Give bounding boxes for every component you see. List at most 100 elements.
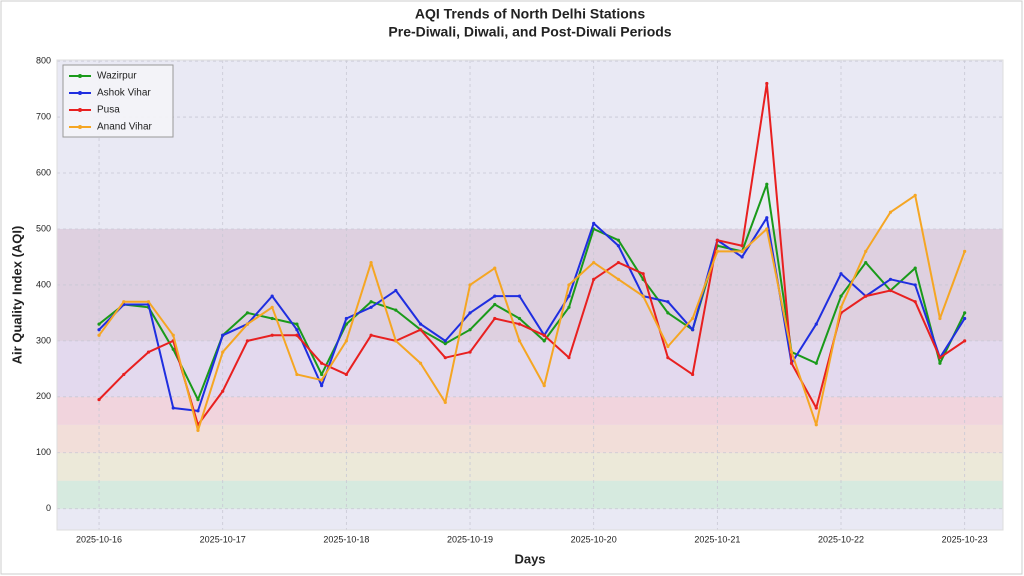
data-point xyxy=(641,272,645,276)
x-tick-label: 2025-10-16 xyxy=(76,534,122,544)
data-point xyxy=(245,339,250,343)
y-tick-label: 200 xyxy=(36,391,51,401)
data-point xyxy=(616,277,621,281)
y-axis-label: Air Quality Index (AQI) xyxy=(9,226,24,365)
data-point xyxy=(740,244,744,248)
data-point xyxy=(221,350,225,354)
data-point xyxy=(517,294,522,298)
data-point xyxy=(344,372,348,377)
data-point xyxy=(295,372,299,377)
data-point xyxy=(567,356,571,360)
data-point xyxy=(493,294,497,298)
data-point xyxy=(814,361,818,365)
legend-marker xyxy=(78,91,82,95)
aqi-band xyxy=(57,480,1003,509)
data-point xyxy=(592,221,596,225)
data-point xyxy=(864,249,868,253)
data-point xyxy=(394,339,398,343)
aqi-band xyxy=(57,452,1003,481)
data-point xyxy=(789,350,794,354)
x-tick-label: 2025-10-17 xyxy=(200,534,246,544)
data-point xyxy=(245,322,250,326)
data-point xyxy=(196,398,200,402)
y-tick-label: 500 xyxy=(36,223,51,233)
data-point xyxy=(864,294,868,298)
data-point xyxy=(418,322,423,326)
data-point xyxy=(443,342,447,346)
plot-border xyxy=(56,59,1004,531)
data-point xyxy=(517,316,522,321)
data-point xyxy=(888,288,893,293)
aqi-band xyxy=(57,340,1003,397)
data-point xyxy=(295,333,299,337)
data-point xyxy=(369,333,373,337)
data-point xyxy=(691,316,695,321)
data-point xyxy=(938,356,942,360)
data-point xyxy=(715,238,719,242)
data-point xyxy=(270,333,274,337)
data-point xyxy=(913,283,917,287)
data-point xyxy=(320,384,324,388)
data-point xyxy=(171,347,175,351)
data-point xyxy=(938,316,942,321)
data-point xyxy=(839,305,843,309)
data-point xyxy=(913,300,917,304)
data-point xyxy=(864,260,868,265)
y-tick-label: 300 xyxy=(36,335,51,345)
legend-label: Pusa xyxy=(97,105,120,116)
data-point xyxy=(196,428,200,433)
data-point xyxy=(715,249,719,253)
data-point xyxy=(270,305,274,309)
data-point xyxy=(394,288,398,293)
data-point xyxy=(938,361,942,365)
data-point xyxy=(394,308,398,312)
data-point xyxy=(171,406,175,410)
data-point xyxy=(468,283,472,287)
data-point xyxy=(789,361,794,365)
data-point xyxy=(765,182,769,186)
x-tick-label: 2025-10-19 xyxy=(447,534,493,544)
data-point xyxy=(221,389,225,393)
legend-label: Anand Vihar xyxy=(97,122,153,133)
data-point xyxy=(97,322,101,326)
data-point xyxy=(963,316,967,321)
data-point xyxy=(666,311,670,315)
data-point xyxy=(888,210,893,214)
data-point xyxy=(221,333,225,337)
data-point xyxy=(493,316,497,321)
y-tick-label: 0 xyxy=(46,503,51,513)
data-point xyxy=(344,316,348,321)
x-tick-label: 2025-10-18 xyxy=(323,534,369,544)
data-point xyxy=(517,322,522,326)
data-point xyxy=(146,350,151,354)
data-point xyxy=(443,400,447,405)
chart-subtitle: Pre-Diwali, Diwali, and Post-Diwali Peri… xyxy=(388,24,671,40)
data-point xyxy=(913,193,917,198)
data-point xyxy=(567,294,571,298)
data-point xyxy=(641,294,645,298)
data-point xyxy=(270,316,274,321)
legend-label: Ashok Vihar xyxy=(97,88,151,99)
data-point xyxy=(542,339,546,343)
x-axis-label: Days xyxy=(514,551,545,566)
data-point xyxy=(97,398,101,402)
chart-title: AQI Trends of North Delhi Stations xyxy=(415,6,645,22)
data-point xyxy=(270,294,274,298)
data-point xyxy=(592,260,596,265)
data-point xyxy=(765,81,769,86)
data-point xyxy=(666,344,670,349)
series-line xyxy=(98,194,966,432)
x-tick-label: 2025-10-21 xyxy=(694,534,740,544)
data-point xyxy=(691,328,695,332)
data-point xyxy=(913,266,917,270)
data-point xyxy=(97,328,101,332)
data-point xyxy=(196,409,200,413)
data-point xyxy=(542,384,546,388)
data-point xyxy=(814,423,818,427)
data-point xyxy=(765,216,769,220)
data-point xyxy=(493,302,497,307)
data-point xyxy=(517,339,522,343)
y-tick-label: 400 xyxy=(36,279,51,289)
